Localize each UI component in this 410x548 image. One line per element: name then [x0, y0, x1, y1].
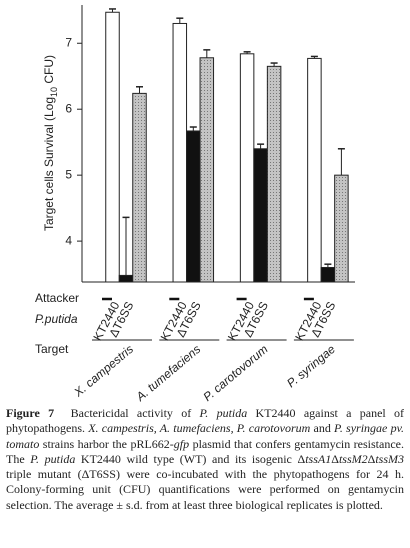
caption-text: triple mutant (ΔT6SS) were co-incubated …: [6, 467, 404, 512]
bar: [199, 57, 215, 283]
caption-text: Bactericidal activity of: [70, 406, 200, 420]
y-label-part: 10: [49, 87, 59, 97]
bar: [334, 174, 349, 283]
bar: [172, 22, 188, 283]
y-label-part: Target cells Survival (Log: [42, 97, 56, 231]
bar: [253, 148, 268, 283]
bar: [105, 11, 120, 283]
bar: [239, 53, 255, 283]
bar: [320, 266, 336, 283]
caption-text: tssA1: [305, 451, 332, 466]
caption-text: strains harbor the pRL662-: [39, 436, 174, 451]
bar: [186, 130, 201, 283]
caption-text: P. putida: [30, 451, 76, 466]
y-tick-label: 4: [65, 233, 72, 247]
x-tick-label: X. campestris: [71, 342, 136, 400]
attacker-species: P.putida: [35, 312, 78, 326]
caption-text: Δ: [331, 451, 339, 466]
x-tick-label: P. syringae: [284, 342, 338, 391]
caption-text: P. syringae pv. tomato: [6, 421, 404, 451]
caption-text: P. putida: [199, 406, 248, 420]
bar: [132, 92, 147, 283]
target-title: Target: [35, 342, 69, 356]
caption-text: tssM3: [375, 451, 404, 466]
y-axis-label: Target cells Survival (Log10 CFU): [42, 55, 59, 231]
y-tick-label: 6: [65, 101, 72, 115]
caption: Figure 7 Bactericidal activity of P. put…: [6, 406, 404, 513]
y-tick-label: 7: [65, 35, 72, 49]
x-tick-label: A. tumefaciens: [133, 342, 204, 404]
caption-text: KT2440 against a panel of phytopathogens…: [6, 406, 405, 436]
caption-text: plasmid that confers gentamycin resistan…: [6, 436, 404, 466]
x-tick-label: P. carotovorum: [200, 342, 270, 404]
bar: [118, 274, 134, 283]
y-tick-label: 5: [65, 167, 72, 181]
caption-text: gfp: [173, 436, 190, 451]
caption-text: Δ: [367, 451, 376, 466]
caption-label: Figure 7: [6, 406, 55, 420]
caption-text: and: [310, 421, 335, 436]
caption-text: X. campestris, A. tumefaciens, P. caroto…: [88, 421, 311, 436]
attacker-title: Attacker: [35, 291, 79, 305]
bar: [266, 65, 282, 283]
caption-text: KT2440 wild type (WT) and its isogenic Δ: [75, 451, 306, 466]
y-label-part: CFU): [42, 55, 56, 87]
chart: Target cells Survival (Log10 CFU) Attack…: [35, 5, 355, 404]
caption-text: tssM2: [338, 451, 368, 466]
bar: [307, 57, 322, 283]
